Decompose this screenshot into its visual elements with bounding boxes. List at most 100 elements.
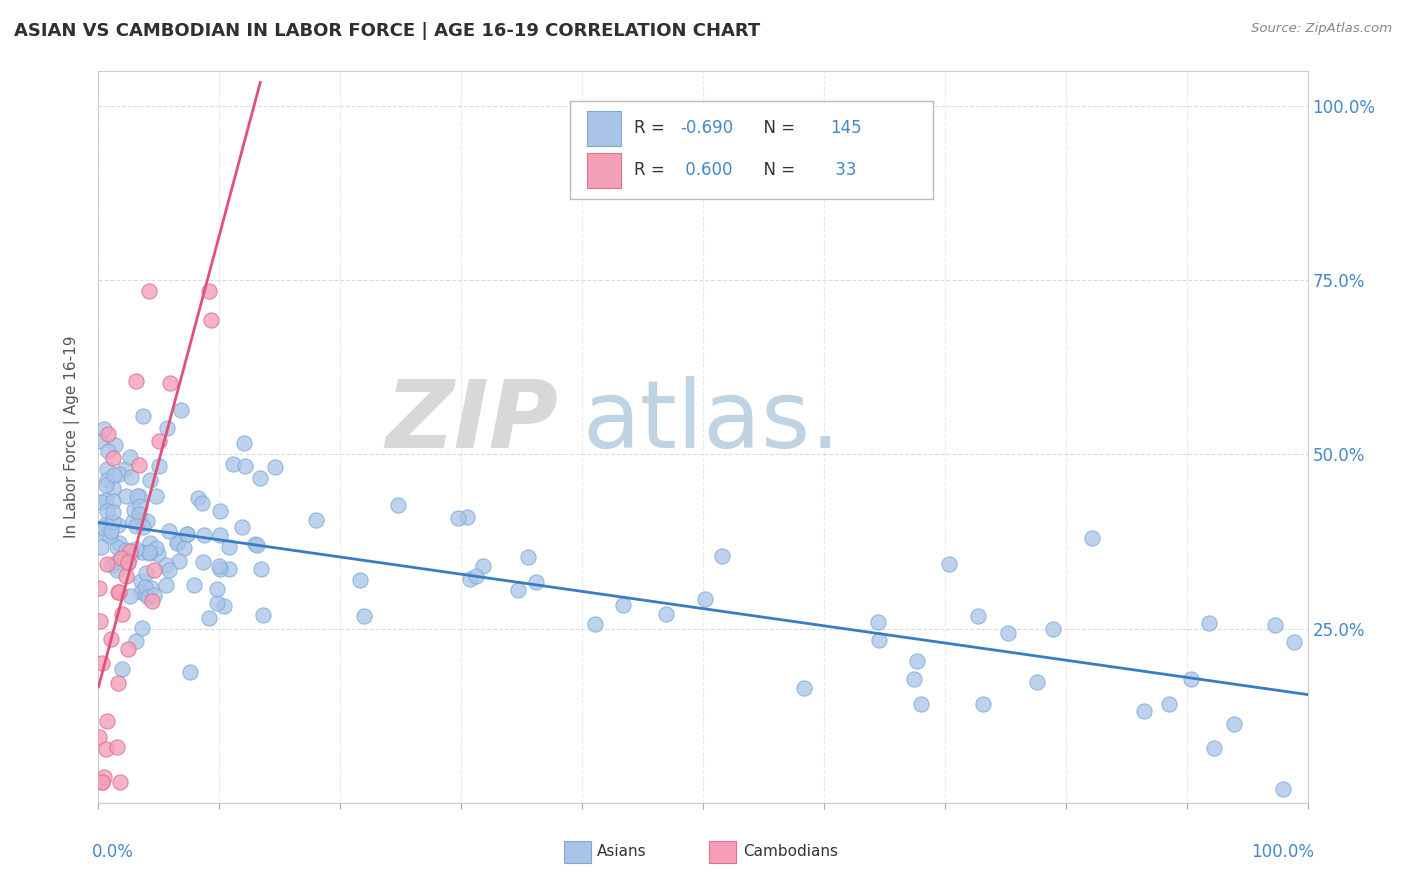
Point: [91, 775, 114, 789]
Point: [1264, 618, 1286, 632]
Point: [145, 541, 167, 556]
Text: ASIAN VS CAMBODIAN IN LABOR FORCE | AGE 16-19 CORRELATION CHART: ASIAN VS CAMBODIAN IN LABOR FORCE | AGE …: [14, 22, 761, 40]
Point: [139, 582, 162, 596]
Point: [167, 534, 190, 549]
Point: [197, 284, 219, 298]
Point: [148, 434, 170, 448]
Point: [905, 654, 928, 668]
Point: [136, 514, 159, 528]
Point: [138, 590, 160, 604]
Point: [110, 775, 132, 789]
Point: [97, 443, 120, 458]
Point: [103, 516, 125, 530]
Text: atlas.: atlas.: [582, 376, 841, 468]
Point: [250, 562, 273, 576]
Text: 0.600: 0.600: [681, 161, 733, 179]
Point: [125, 634, 148, 648]
Point: [89, 434, 111, 449]
Point: [120, 589, 142, 603]
Point: [135, 566, 157, 581]
Point: [110, 607, 132, 622]
Point: [1132, 704, 1154, 718]
Point: [209, 504, 232, 518]
Point: [1180, 672, 1202, 686]
Point: [868, 615, 890, 629]
Point: [1198, 616, 1220, 631]
Point: [387, 498, 409, 512]
Text: ZIP: ZIP: [385, 376, 558, 468]
FancyBboxPatch shape: [709, 841, 735, 863]
Point: [966, 608, 988, 623]
Point: [868, 633, 890, 648]
Point: [208, 559, 231, 574]
Point: [96, 557, 118, 571]
Point: [793, 681, 815, 695]
Point: [97, 426, 120, 441]
FancyBboxPatch shape: [586, 153, 621, 187]
Point: [117, 642, 139, 657]
Point: [108, 584, 131, 599]
Point: [131, 544, 153, 558]
Text: N =: N =: [752, 120, 800, 137]
Point: [96, 478, 118, 492]
Point: [231, 520, 253, 534]
Point: [193, 528, 215, 542]
Point: [938, 557, 960, 571]
Point: [90, 656, 112, 670]
Text: -0.690: -0.690: [681, 120, 733, 137]
FancyBboxPatch shape: [569, 101, 932, 200]
Point: [264, 460, 287, 475]
Point: [101, 558, 124, 573]
Point: [353, 609, 375, 624]
Text: Cambodians: Cambodians: [742, 845, 838, 859]
Point: [693, 591, 716, 606]
Point: [138, 284, 160, 298]
Point: [249, 471, 271, 485]
Point: [105, 541, 128, 555]
Point: [1080, 532, 1102, 546]
Point: [711, 549, 734, 563]
Point: [125, 489, 148, 503]
Point: [107, 675, 129, 690]
Point: [131, 621, 153, 635]
Point: [517, 549, 540, 564]
Point: [120, 548, 142, 562]
Point: [233, 459, 256, 474]
Point: [117, 555, 139, 569]
Point: [1026, 674, 1049, 689]
Point: [506, 582, 529, 597]
Point: [139, 536, 162, 550]
Point: [245, 537, 267, 551]
Point: [524, 575, 547, 590]
Point: [129, 515, 152, 529]
Text: 100.0%: 100.0%: [1250, 843, 1313, 861]
Point: [246, 538, 269, 552]
Point: [145, 489, 167, 503]
Point: [218, 562, 240, 576]
Point: [997, 626, 1019, 640]
Point: [115, 489, 138, 503]
Point: [159, 376, 181, 391]
Text: Asians: Asians: [596, 845, 647, 859]
Point: [129, 574, 152, 588]
Point: [101, 481, 124, 495]
Point: [94, 492, 117, 507]
Point: [903, 673, 925, 687]
Point: [90, 775, 112, 789]
Point: [157, 524, 180, 539]
Point: [458, 572, 481, 586]
Point: [117, 557, 139, 571]
Point: [205, 596, 228, 610]
Point: [110, 550, 132, 565]
Point: [111, 662, 134, 676]
Point: [135, 587, 157, 601]
Point: [232, 436, 254, 450]
Text: 33: 33: [830, 161, 856, 179]
Point: [305, 513, 328, 527]
Point: [139, 473, 162, 487]
Point: [212, 599, 235, 613]
Point: [1042, 623, 1064, 637]
FancyBboxPatch shape: [586, 111, 621, 146]
Point: [176, 527, 198, 541]
Point: [105, 563, 128, 577]
